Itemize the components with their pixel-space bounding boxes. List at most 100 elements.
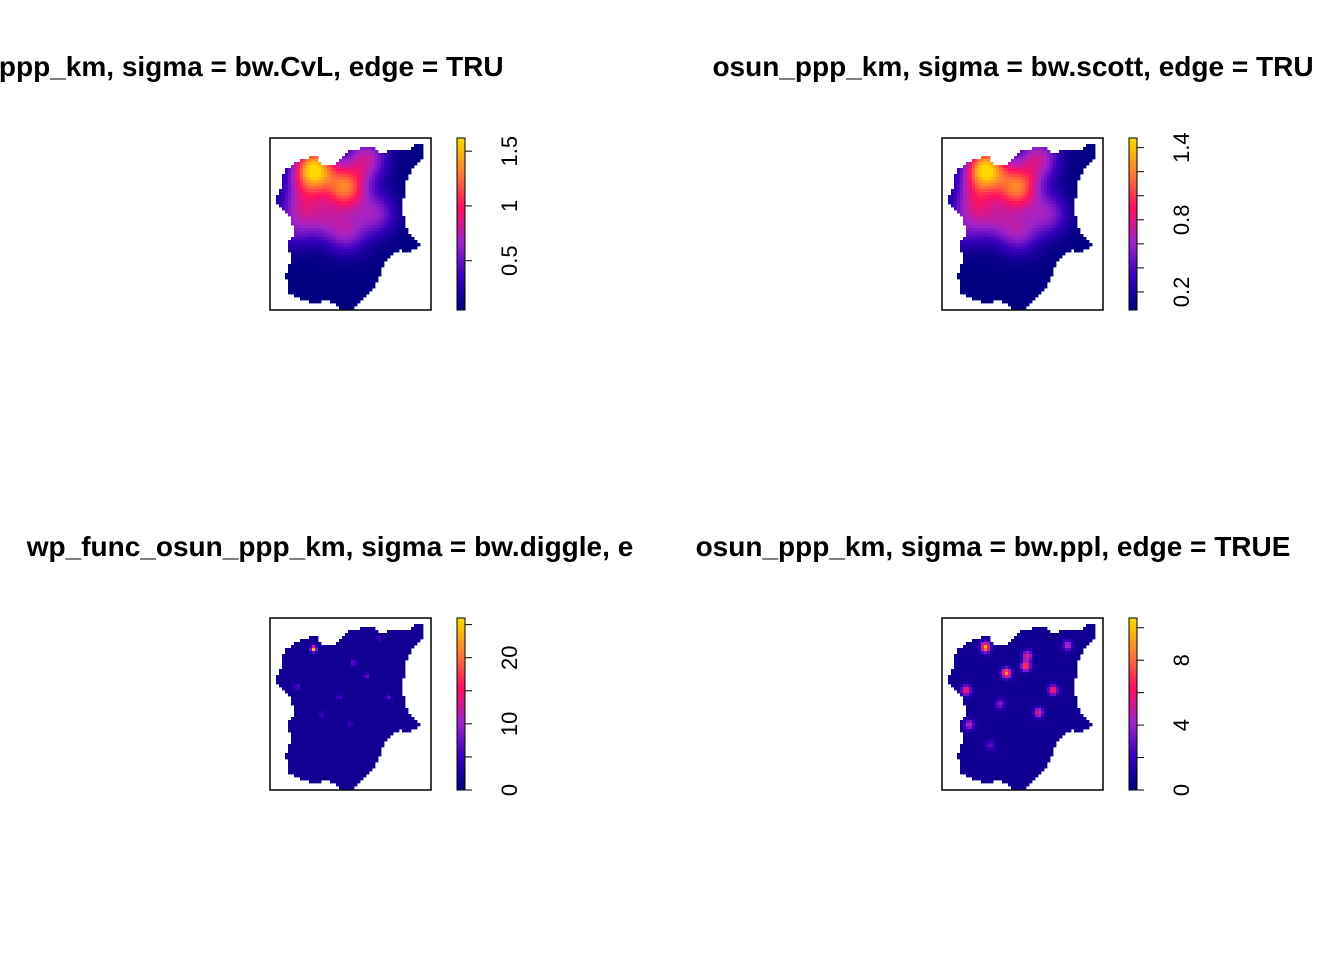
density-cell [330,228,333,231]
density-cell [300,654,303,657]
density-cell [969,216,972,219]
density-cell [372,177,375,180]
density-cell [408,150,411,153]
density-cell [1038,228,1041,231]
density-cell [1062,246,1065,249]
density-cell [312,699,315,702]
density-cell [351,180,354,183]
density-cell [285,273,288,276]
density-cell [342,240,345,243]
density-cell [381,204,384,207]
density-cell [396,159,399,162]
density-cell [387,252,390,255]
density-cell [357,261,360,264]
density-cell [1053,168,1056,171]
density-cell [387,231,390,234]
density-cell [411,243,414,246]
density-cell [357,267,360,270]
density-cell [1074,243,1077,246]
density-cell [1014,294,1017,297]
density-cell [1083,243,1086,246]
density-cell [393,249,396,252]
density-cell [951,189,954,192]
density-cell [966,198,969,201]
density-cell [1068,204,1071,207]
density-cell [318,645,321,648]
density-cell [354,210,357,213]
density-cell [1017,294,1020,297]
density-cell [348,684,351,687]
density-cell [330,234,333,237]
density-cell [312,180,315,183]
density-cell [369,276,372,279]
density-cell [318,228,321,231]
density-cell [993,174,996,177]
density-cell [333,651,336,654]
density-cell [987,216,990,219]
density-cell [1038,285,1041,288]
density-cell [957,180,960,183]
density-cell [1032,297,1035,300]
density-cell [297,192,300,195]
density-cell [336,213,339,216]
density-cell [357,672,360,675]
density-cell [984,297,987,300]
density-cell [1026,303,1029,306]
density-cell [378,270,381,273]
density-cell [1005,258,1008,261]
density-cell [321,201,324,204]
density-cell [378,669,381,672]
density-cell [399,204,402,207]
density-cell [384,648,387,651]
density-cell [1083,153,1086,156]
density-cell [291,252,294,255]
density-cell [327,276,330,279]
density-cell [345,291,348,294]
density-cell [300,288,303,291]
density-cell [1011,261,1014,264]
density-cell [1026,285,1029,288]
density-cell [1032,171,1035,174]
density-cell [330,300,333,303]
density-cell [372,693,375,696]
density-cell [348,255,351,258]
density-cell [414,240,417,243]
density-cell [1014,207,1017,210]
density-cell [357,714,360,717]
density-cell [375,261,378,264]
density-cell [978,237,981,240]
density-cell [1011,297,1014,300]
density-cell [297,648,300,651]
density-cell [954,198,957,201]
panel-scott: osun_ppp_km, sigma = bw.scott, edge = TR… [712,51,1313,311]
density-cell [1038,282,1041,285]
density-cell [291,276,294,279]
density-cell [390,684,393,687]
density-cell [336,207,339,210]
density-cell [1032,180,1035,183]
density-cell [1023,294,1026,297]
density-cell [1002,243,1005,246]
density-cell [309,162,312,165]
density-cell [975,252,978,255]
density-cell [357,648,360,651]
density-cell [348,171,351,174]
density-cell [1044,204,1047,207]
density-cell [372,264,375,267]
density-cell [282,666,285,669]
density-cell [1008,264,1011,267]
density-cell [1014,240,1017,243]
density-cell [390,231,393,234]
density-cell [1071,201,1074,204]
density-cell [978,285,981,288]
density-cell [384,192,387,195]
density-cell [357,225,360,228]
density-cell [405,177,408,180]
density-cell [1041,162,1044,165]
density-cell [999,255,1002,258]
density-cell [990,264,993,267]
density-cell [1038,267,1041,270]
density-cell [336,657,339,660]
density-cell [375,246,378,249]
density-cell [1029,159,1032,162]
